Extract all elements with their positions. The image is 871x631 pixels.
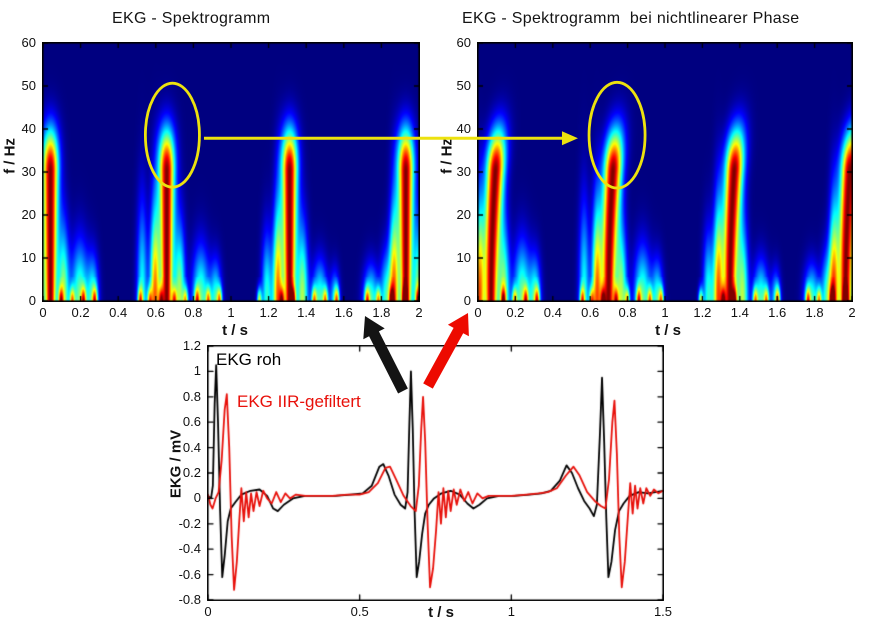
y-tick-label: 0.2 — [182, 465, 201, 480]
y-tick-label: 1.2 — [182, 338, 201, 353]
x-tick-label: 0.8 — [184, 305, 203, 320]
y-tick-label: 1 — [193, 363, 201, 379]
y-tick-label: 0 — [28, 293, 36, 308]
y-tick-label: -0.6 — [178, 566, 201, 582]
y-tick-label: 60 — [456, 35, 471, 50]
ekg-line-plot — [207, 345, 664, 601]
y-tick-label: 50 — [456, 78, 471, 93]
right-spectrogram-title: EKG - Spektrogramm bei nichtlinearer Pha… — [462, 10, 800, 27]
y-tick-label: 0.6 — [182, 414, 201, 430]
x-tick-label: 1 — [507, 604, 515, 619]
x-tick-label: 1.2 — [259, 305, 278, 320]
y-tick-label: 20 — [456, 207, 471, 222]
y-tick-label: 20 — [21, 207, 36, 222]
y-tick-label: 10 — [21, 250, 36, 265]
legend-ekg-roh: EKG roh — [216, 350, 282, 369]
x-tick-label: 0.2 — [506, 305, 525, 320]
right-spectrogram-plot — [477, 42, 853, 302]
y-tick-label: 60 — [21, 35, 36, 50]
right-spectrogram-xlabel: t / s — [655, 322, 681, 339]
x-tick-label: 1 — [661, 305, 669, 320]
x-tick-label: 1 — [227, 305, 235, 320]
x-tick-label: 0.4 — [543, 305, 562, 320]
x-tick-label: 1.8 — [805, 305, 824, 320]
y-tick-label: 30 — [456, 164, 471, 179]
x-tick-label: 0.6 — [146, 305, 165, 320]
left-spectrogram-plot — [42, 42, 420, 302]
left-spectrogram-title: EKG - Spektrogramm — [112, 10, 271, 27]
y-tick-label: 30 — [21, 164, 36, 179]
x-tick-label: 0.2 — [71, 305, 90, 320]
y-tick-label: -0.2 — [178, 515, 201, 531]
y-tick-label: 0 — [463, 293, 471, 308]
x-tick-label: 1.2 — [693, 305, 712, 320]
y-tick-label: 0 — [193, 490, 201, 506]
x-tick-label: 0.5 — [350, 604, 369, 619]
y-tick-label: -0.8 — [178, 592, 201, 607]
x-tick-label: 1.4 — [297, 305, 316, 320]
x-tick-label: 0 — [474, 305, 482, 320]
y-tick-label: -0.4 — [178, 541, 201, 557]
x-tick-label: 1.5 — [653, 604, 673, 619]
x-tick-label: 0.4 — [109, 305, 128, 320]
x-tick-label: 1.6 — [768, 305, 787, 320]
y-tick-label: 40 — [456, 121, 471, 136]
y-tick-label: 0.8 — [182, 388, 201, 404]
y-tick-label: 0.4 — [182, 439, 201, 455]
y-tick-label: 50 — [21, 78, 36, 93]
x-tick-label: 2 — [848, 305, 856, 320]
x-tick-label: 0.6 — [581, 305, 600, 320]
legend-ekg-iir-gefiltert: EKG IIR-gefiltert — [237, 392, 361, 411]
x-tick-label: 0.8 — [618, 305, 637, 320]
x-tick-label: 0 — [204, 604, 212, 619]
x-tick-label: 1.6 — [334, 305, 353, 320]
x-tick-label: 2 — [415, 305, 423, 320]
x-tick-label: 0 — [39, 305, 47, 320]
x-tick-label: 1.4 — [730, 305, 749, 320]
y-tick-label: 40 — [21, 121, 36, 136]
ekg-xlabel: t / s — [428, 604, 454, 621]
y-tick-label: 10 — [456, 250, 471, 265]
left-spectrogram-xlabel: t / s — [222, 322, 248, 339]
